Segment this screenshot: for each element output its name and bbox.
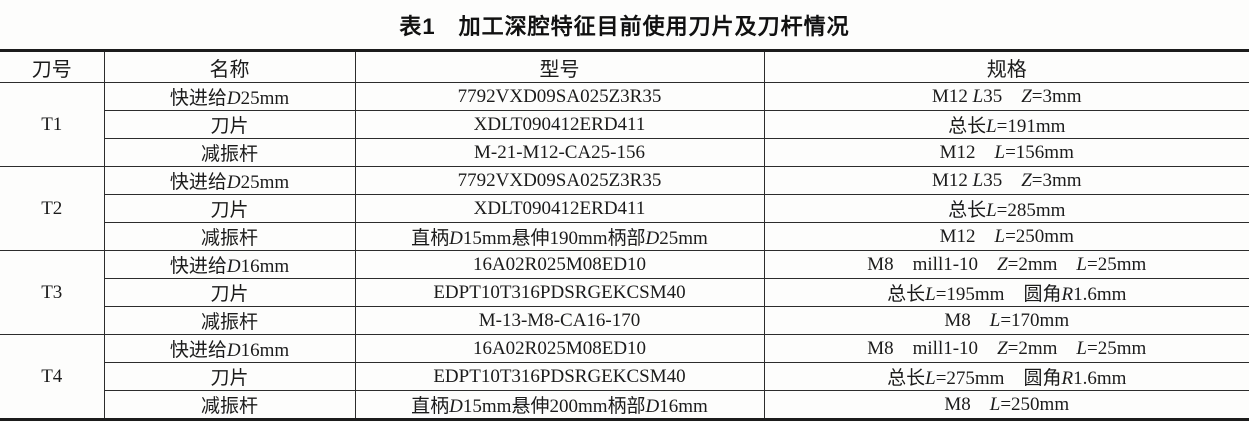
model-cell: 7792VXD09SA025Z3R35 — [355, 82, 765, 111]
name-cell: 刀片 — [104, 278, 356, 307]
name-cell: 快进给D16mm — [104, 250, 356, 279]
table-row: 减振杆 M-21-M12-CA25-156 M12 L=156mm — [0, 138, 1249, 167]
spec-cell: M8 L=250mm — [764, 390, 1249, 420]
header-spec: 规格 — [764, 50, 1249, 83]
header-model: 型号 — [355, 50, 765, 83]
model-cell: 16A02R025M08ED10 — [355, 334, 765, 363]
model-cell: XDLT090412ERD411 — [355, 110, 765, 139]
name-cell: 快进给D16mm — [104, 334, 356, 363]
spec-cell: M12 L35 Z=3mm — [764, 82, 1249, 111]
name-cell: 减振杆 — [104, 390, 356, 420]
spec-cell: 总长L=191mm — [764, 110, 1249, 139]
model-cell: 7792VXD09SA025Z3R35 — [355, 166, 765, 195]
name-cell: 刀片 — [104, 110, 356, 139]
model-cell: XDLT090412ERD411 — [355, 194, 765, 223]
model-cell: M-21-M12-CA25-156 — [355, 138, 765, 167]
table-row: 减振杆 直柄D15mm悬伸190mm柄部D25mm M12 L=250mm — [0, 222, 1249, 251]
table-row: 刀片 XDLT090412ERD411 总长L=285mm — [0, 194, 1249, 223]
tool-id-cell: T4 — [0, 334, 105, 420]
table-caption: 表1 加工深腔特征目前使用刀片及刀杆情况 — [399, 14, 850, 39]
table-row: 刀片 XDLT090412ERD411 总长L=191mm — [0, 110, 1249, 139]
table-row: 刀片 EDPT10T316PDSRGEKCSM40 总长L=195mm 圆角R1… — [0, 278, 1249, 307]
table-row: T3 快进给D16mm 16A02R025M08ED10 M8 mill1-10… — [0, 250, 1249, 335]
tool-blade-table: 刀号 名称 型号 规格 T1 快进给D25mm 7792VXD09SA025Z3… — [0, 49, 1249, 421]
table-row: 减振杆 直柄D15mm悬伸200mm柄部D16mm M8 L=250mm — [0, 390, 1249, 420]
spec-cell: 总长L=275mm 圆角R1.6mm — [764, 362, 1249, 391]
table-row: T4 快进给D16mm 16A02R025M08ED10 M8 mill1-10… — [0, 334, 1249, 420]
name-cell: 减振杆 — [104, 222, 356, 251]
model-cell: 16A02R025M08ED10 — [355, 250, 765, 279]
model-cell: EDPT10T316PDSRGEKCSM40 — [355, 278, 765, 307]
name-cell: 减振杆 — [104, 306, 356, 335]
header-tool-number: 刀号 — [0, 50, 105, 83]
model-cell: EDPT10T316PDSRGEKCSM40 — [355, 362, 765, 391]
table-row: T2 快进给D25mm 7792VXD09SA025Z3R35 M12 L35 … — [0, 166, 1249, 251]
spec-cell: 总长L=285mm — [764, 194, 1249, 223]
spec-cell: M8 mill1-10 Z=2mm L=25mm — [764, 334, 1249, 363]
name-cell: 快进给D25mm — [104, 166, 356, 195]
model-cell: 直柄D15mm悬伸190mm柄部D25mm — [355, 222, 765, 251]
spec-cell: M8 mill1-10 Z=2mm L=25mm — [764, 250, 1249, 279]
model-cell: 直柄D15mm悬伸200mm柄部D16mm — [355, 390, 765, 420]
name-cell: 刀片 — [104, 362, 356, 391]
tool-id-cell: T1 — [0, 82, 105, 167]
spec-cell: M8 L=170mm — [764, 306, 1249, 335]
name-cell: 快进给D25mm — [104, 82, 356, 111]
spec-cell: M12 L=156mm — [764, 138, 1249, 167]
name-cell: 刀片 — [104, 194, 356, 223]
table-row: 减振杆 M-13-M8-CA16-170 M8 L=170mm — [0, 306, 1249, 335]
header-name: 名称 — [104, 50, 356, 83]
model-cell: M-13-M8-CA16-170 — [355, 306, 765, 335]
spec-cell: M12 L=250mm — [764, 222, 1249, 251]
name-cell: 减振杆 — [104, 138, 356, 167]
table-row: T1 快进给D25mm 7792VXD09SA025Z3R35 M12 L35 … — [0, 82, 1249, 167]
spec-cell: 总长L=195mm 圆角R1.6mm — [764, 278, 1249, 307]
table-row: 刀片 EDPT10T316PDSRGEKCSM40 总长L=275mm 圆角R1… — [0, 362, 1249, 391]
tool-id-cell: T3 — [0, 250, 105, 335]
tool-id-cell: T2 — [0, 166, 105, 251]
spec-cell: M12 L35 Z=3mm — [764, 166, 1249, 195]
header-row: 刀号 名称 型号 规格 — [0, 50, 1249, 83]
